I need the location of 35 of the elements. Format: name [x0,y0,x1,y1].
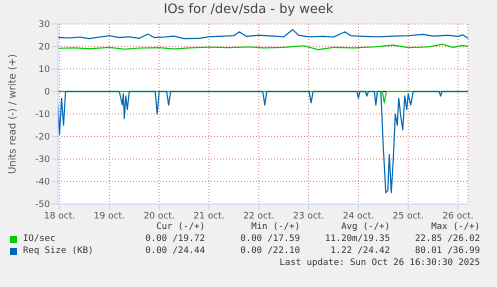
y-tick-label: 30 [38,20,50,30]
legend-label: IO/sec [22,234,57,244]
text: 1.22 /24.42 [329,246,390,256]
text: 22.85 /26.02 [414,234,480,244]
x-tick-label: 20 oct. [144,211,175,222]
text: Min (-/+) [250,222,300,232]
text: 80.01 /36.99 [414,246,480,256]
x-tick-label: 25 oct. [392,211,424,222]
chart-title: IOs for /dev/sda - by week [162,2,334,17]
text: Cur (-/+) [155,222,205,232]
y-tick-label: -50 [35,200,50,210]
x-tick-label: 24 oct. [342,211,374,222]
x-tick-label: 21 oct. [193,211,225,222]
x-tick-label: 22 oct. [243,211,274,222]
legend-label: Req Size (KB) [22,246,94,256]
text: 0.00 /24.44 [144,246,205,256]
text: Last update: Sun Oct 26 16:30:30 2025 [278,258,480,268]
y-tick-label: -20 [35,132,50,143]
y-tick-label: -10 [35,110,50,120]
x-tick-label: 18 oct. [44,211,76,222]
text: Max (-/+) [430,222,480,232]
text: 11.20m/19.35 [324,234,390,244]
x-tick-label: 19 oct. [94,211,125,222]
x-tick-label: 26 oct. [442,211,474,222]
text: 0.00 /17.59 [239,234,300,244]
y-tick-label: -30 [35,155,50,166]
text: Avg (-/+) [340,222,390,232]
y-tick-label: 10 [38,65,50,76]
text: 0.00 /19.72 [144,234,205,244]
y-tick-label: 20 [38,42,50,53]
y-tick-label: -40 [35,178,50,188]
x-tick-label: 23 oct. [293,211,324,222]
y-tick-label: 0 [44,88,50,98]
text: 0.00 /22.10 [239,246,300,256]
y-axis-title: Units read (-) / write (+) [8,54,19,174]
